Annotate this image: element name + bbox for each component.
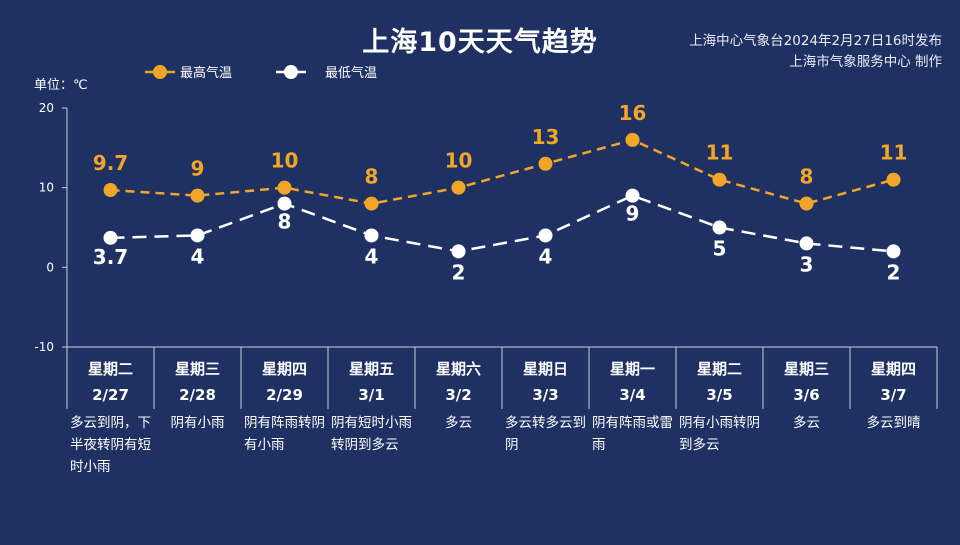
data-point (451, 180, 466, 195)
date-label: 3/2 (445, 386, 471, 404)
data-label: 5 (713, 237, 727, 261)
data-point (103, 230, 118, 245)
issuer-info: 上海中心气象台2024年2月27日16时发布 上海市气象服务中心 制作 (612, 31, 942, 73)
data-label: 8 (278, 210, 292, 234)
day-label: 星期三 (175, 360, 220, 378)
data-label: 3.7 (93, 245, 128, 269)
weather-description: 多云到晴 (866, 415, 921, 431)
series-line (110, 194, 894, 253)
data-label: 11 (706, 141, 734, 165)
data-label: 2 (452, 260, 466, 284)
page-title: 上海10天天气趋势 (362, 27, 598, 58)
date-label: 3/4 (619, 386, 645, 404)
data-point (886, 244, 901, 259)
data-label: 10 (271, 149, 299, 173)
data-point (712, 220, 727, 235)
data-label: 8 (800, 165, 814, 189)
data-label: 8 (365, 165, 379, 189)
data-point (886, 172, 901, 187)
date-label: 2/29 (266, 386, 303, 404)
data-label: 13 (532, 125, 560, 149)
y-tick-label: -10 (34, 340, 54, 354)
weather-description: 阴有阵雨或雷雨 (592, 415, 673, 453)
data-label: 4 (191, 244, 205, 268)
data-point (277, 196, 292, 211)
y-tick-label: 0 (46, 260, 54, 274)
data-label: 11 (880, 141, 908, 165)
data-point (799, 236, 814, 251)
date-label: 3/1 (358, 386, 384, 404)
data-label: 4 (539, 244, 553, 268)
data-point (451, 244, 466, 259)
data-point (625, 188, 640, 203)
date-label: 3/5 (706, 386, 732, 404)
legend-marker (153, 65, 167, 79)
weather-description: 多云 (445, 415, 472, 431)
day-label: 星期五 (349, 360, 394, 378)
data-point (625, 132, 640, 147)
weather-description: 阴有短时小雨转阴到多云 (331, 415, 412, 453)
date-label: 3/3 (532, 386, 558, 404)
data-label: 3 (800, 252, 814, 276)
data-label: 9.7 (93, 151, 128, 175)
date-label: 3/6 (793, 386, 819, 404)
day-label: 星期六 (436, 360, 481, 378)
data-point (364, 196, 379, 211)
y-tick-label: 20 (39, 101, 54, 115)
weather-description: 阴有小雨 (170, 415, 225, 431)
day-label: 星期三 (784, 360, 829, 378)
issuer-line-2: 上海市气象服务中心 制作 (789, 54, 942, 70)
data-label: 10 (445, 149, 473, 173)
data-point (799, 196, 814, 211)
data-label: 2 (887, 260, 901, 284)
data-point (712, 172, 727, 187)
weather-description: 阴有小雨转阴到多云 (679, 415, 760, 453)
legend-label: 最低气温 (325, 65, 377, 81)
date-label: 2/27 (92, 386, 129, 404)
day-label: 星期一 (610, 360, 655, 378)
data-point (190, 188, 205, 203)
weather-description: 阴有阵雨转阴有小雨 (244, 415, 325, 453)
day-label: 星期四 (871, 360, 916, 378)
data-point (277, 180, 292, 195)
y-tick-label: 10 (39, 181, 54, 195)
weather-description: 多云 (793, 415, 820, 431)
data-label: 9 (626, 202, 640, 226)
data-point (538, 228, 553, 243)
day-label: 星期日 (523, 360, 568, 378)
day-label: 星期二 (88, 360, 133, 378)
day-label: 星期二 (697, 360, 742, 378)
issuer-line-1: 上海中心气象台2024年2月27日16时发布 (689, 33, 942, 49)
weather-description: 多云转多云到阴 (505, 415, 586, 453)
data-label: 4 (365, 244, 379, 268)
data-point (103, 183, 118, 198)
data-label: 9 (191, 157, 205, 181)
weather-description: 多云到阴，下半夜转阴有短时小雨 (70, 415, 151, 475)
data-label: 16 (619, 101, 647, 125)
data-point (364, 228, 379, 243)
date-label: 2/28 (179, 386, 216, 404)
date-label: 3/7 (880, 386, 906, 404)
day-label: 星期四 (262, 360, 307, 378)
data-point (190, 228, 205, 243)
series-line (110, 138, 894, 205)
legend-label: 最高气温 (180, 65, 232, 81)
legend-marker (284, 65, 298, 79)
data-point (538, 156, 553, 171)
unit-label: 单位：℃ (34, 78, 88, 93)
